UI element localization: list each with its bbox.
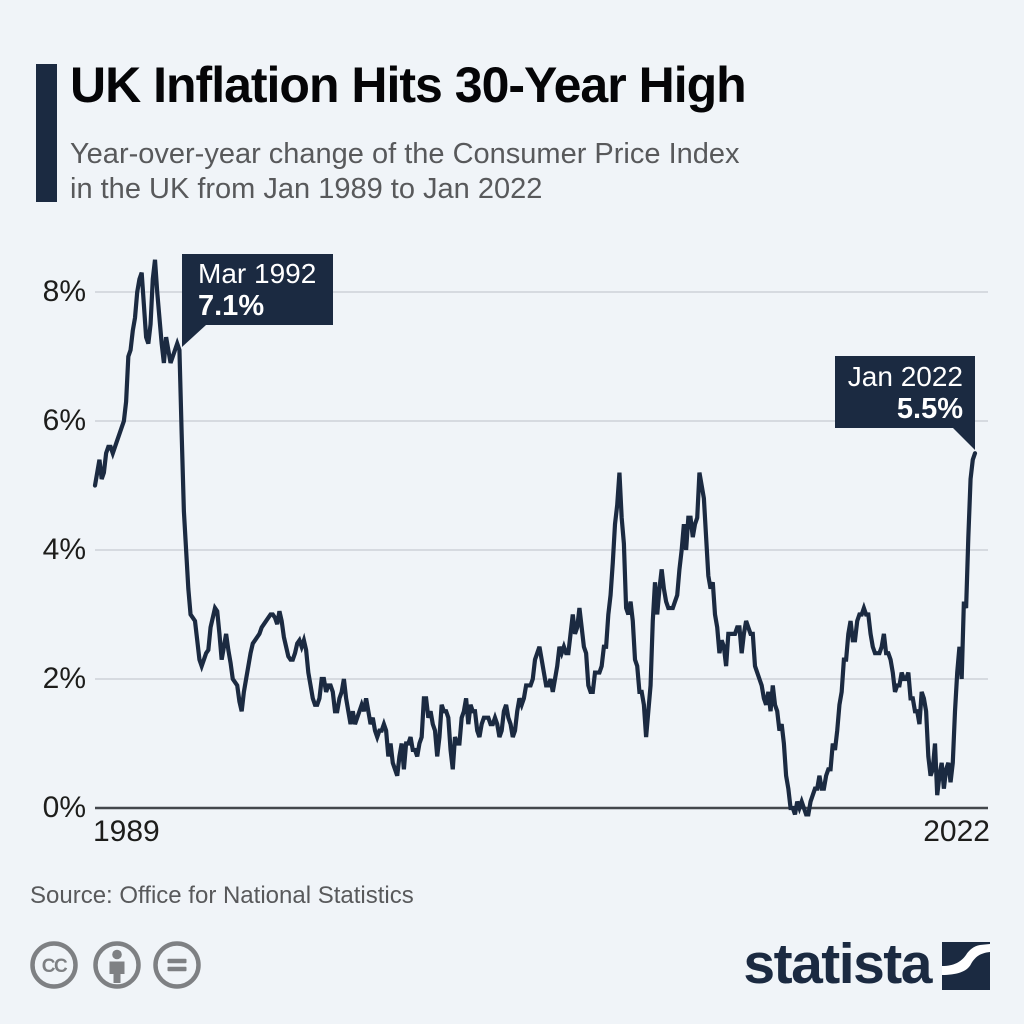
x-axis-tick-2022: 2022: [923, 815, 990, 848]
annotation-date-label: Jan 2022: [847, 361, 963, 392]
chart-subtitle: Year-over-year change of the Consumer Pr…: [70, 137, 740, 207]
statista-logo-text: statista: [743, 932, 932, 996]
subtitle-line-1: Year-over-year change of the Consumer Pr…: [70, 138, 740, 170]
annotation-date-label: Mar 1992: [198, 258, 317, 289]
annotation-tail-mar-1992: [182, 325, 206, 347]
source-text: Source: Office for National Statistics: [30, 882, 414, 909]
y-axis-tick-0: 0%: [42, 791, 86, 824]
no-derivatives-icon[interactable]: [150, 938, 204, 992]
page-title: UK Inflation Hits 30-Year High: [70, 57, 747, 113]
statista-logo[interactable]: statista: [743, 934, 990, 994]
svg-text:CC: CC: [42, 956, 68, 977]
y-axis-tick-8: 8%: [42, 275, 86, 308]
annotation-mar-1992: Mar 1992 7.1%: [182, 254, 333, 325]
annotation-value-label: 5.5%: [896, 393, 963, 425]
cc-icon[interactable]: CC: [27, 938, 81, 992]
x-axis-tick-1989: 1989: [93, 815, 160, 848]
annotation-tail-jan-2022: [953, 428, 975, 450]
statista-logo-mark-icon: [942, 942, 990, 990]
y-axis-tick-4: 4%: [42, 533, 86, 566]
y-axis-tick-2: 2%: [42, 662, 86, 695]
inflation-line-series: [92, 259, 978, 817]
y-axis-tick-6: 6%: [42, 404, 86, 437]
title-accent-bar: [36, 64, 57, 202]
annotation-jan-2022: Jan 2022 5.5%: [835, 356, 975, 428]
attribution-icon[interactable]: [90, 938, 144, 992]
subtitle-line-2: in the UK from Jan 1989 to Jan 2022: [70, 173, 543, 205]
annotation-value-label: 7.1%: [198, 290, 265, 322]
